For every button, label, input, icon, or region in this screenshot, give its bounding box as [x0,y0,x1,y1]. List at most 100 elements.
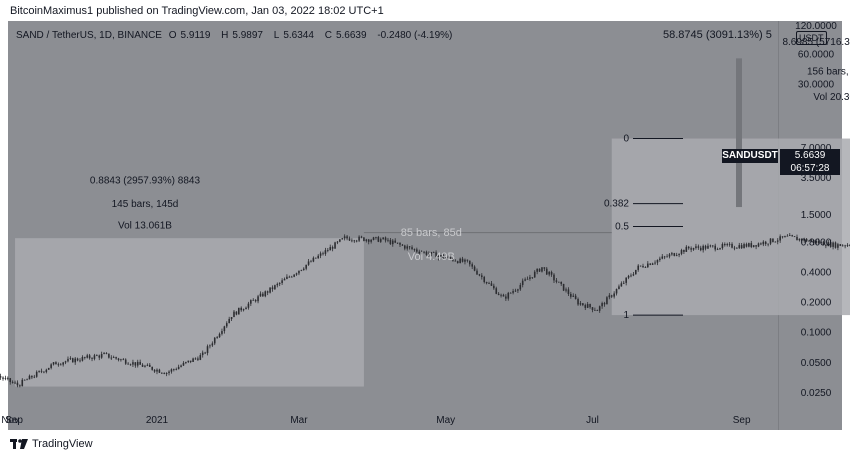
footer[interactable]: TradingView [10,438,93,450]
candle-body-115 [141,364,144,367]
candle-body-108 [124,359,127,364]
candle-body-269 [512,291,514,293]
candle-body-215 [382,237,384,240]
candle-body-246 [456,261,459,264]
candle-body-206 [360,236,363,238]
candle-body-251 [468,260,471,265]
candle-body-254 [476,270,478,275]
x-tick-2: 2021 [146,415,169,426]
candle-body-84 [67,358,69,362]
candle-body-389 [801,238,803,241]
candle-body-328 [654,262,656,264]
candle-body-93 [88,355,91,359]
candle-body-386 [793,236,796,238]
candle-body-163 [257,296,259,302]
candle-body-329 [656,259,659,263]
candle-body-317 [627,275,630,278]
candle-body-155 [238,307,240,315]
candle-body-340 [683,250,685,252]
candle-body-188 [317,255,320,259]
measure-3-line-2: Vol 20.306B [813,92,850,103]
candle-body-89 [79,360,81,362]
candle-body-264 [500,294,502,296]
candle-body-281 [541,267,543,272]
candle-body-351 [709,245,712,247]
candle-body-406 [841,245,844,247]
candle-body-91 [84,357,86,358]
candle-body-396 [817,240,820,244]
candle-body-350 [707,245,709,249]
candle-body-357 [724,244,726,246]
symbol-title[interactable]: SAND / TetherUS, 1D, BINANCE [16,30,162,41]
candle-body-319 [632,274,635,276]
candle-body-408 [846,244,849,246]
candle-body-83 [64,361,67,363]
candle-body-149 [223,326,226,332]
candle-body-399 [825,245,827,247]
candle-body-80 [57,364,60,366]
currency-label[interactable]: USDT [796,31,827,45]
candle-body-217 [387,239,389,241]
candle-body-87 [74,358,76,363]
candle-body-284 [548,271,550,275]
low-value: L 5.6344 [274,30,318,41]
candle-body-326 [649,263,652,265]
tradingview-logo-icon [10,439,28,449]
candle-body-388 [798,238,801,241]
candle-body-373 [762,241,765,245]
candle-body-234 [428,253,430,255]
candle-body-222 [399,243,401,245]
candle-body-318 [630,275,632,277]
candle-body-207 [363,237,365,241]
candle-body-256 [481,275,483,277]
candle-body-179 [295,273,298,275]
candle-body-169 [271,287,274,290]
candle-body-153 [233,311,235,318]
candle-body-120 [153,369,156,372]
candle-body-400 [827,242,830,247]
candle-body-403 [834,242,837,248]
high-value: H 5.9897 [221,30,267,41]
candle-body-71 [35,371,38,377]
candle-body-168 [269,287,271,293]
x-tick-0: Sep [5,415,23,426]
measure-1-line-2: Vol 13.061B [118,220,172,231]
candle-body-336 [673,253,676,256]
candle-body-310 [610,295,613,297]
candle-body-308 [606,297,608,305]
candle-body-334 [668,254,671,257]
candle-body-68 [28,375,31,380]
candle-body-306 [601,303,603,307]
candle-body-301 [589,304,591,308]
candle-body-282 [543,267,546,269]
y-tick-9: 0.1000 [801,328,832,339]
candle-body-381 [781,236,784,238]
candle-body-287 [555,280,558,282]
candle-body-365 [743,244,745,249]
candle-body-203 [353,240,356,242]
candle-body-316 [625,277,627,283]
candle-body-313 [618,286,620,290]
candle-body-102 [110,357,113,359]
candle-body-209 [367,239,370,242]
candle-body-327 [651,263,654,265]
candle-body-189 [319,253,322,256]
candle-body-299 [584,305,587,308]
candle-body-233 [425,251,428,255]
candle-body-377 [772,238,774,243]
y-tick-8: 0.2000 [801,298,832,309]
candle-body-145 [213,337,216,344]
candle-body-173 [281,280,283,283]
candle-body-235 [430,251,433,254]
low-key: L [273,30,280,41]
candle-body-182 [302,268,305,270]
candle-body-140 [201,352,204,356]
candle-body-266 [505,296,507,299]
candle-body-164 [259,293,262,297]
candle-body-193 [329,247,332,251]
open-key: O [168,30,177,41]
candle-body-229 [416,249,418,252]
candle-body-311 [613,293,615,297]
candle-body-129 [175,369,178,370]
